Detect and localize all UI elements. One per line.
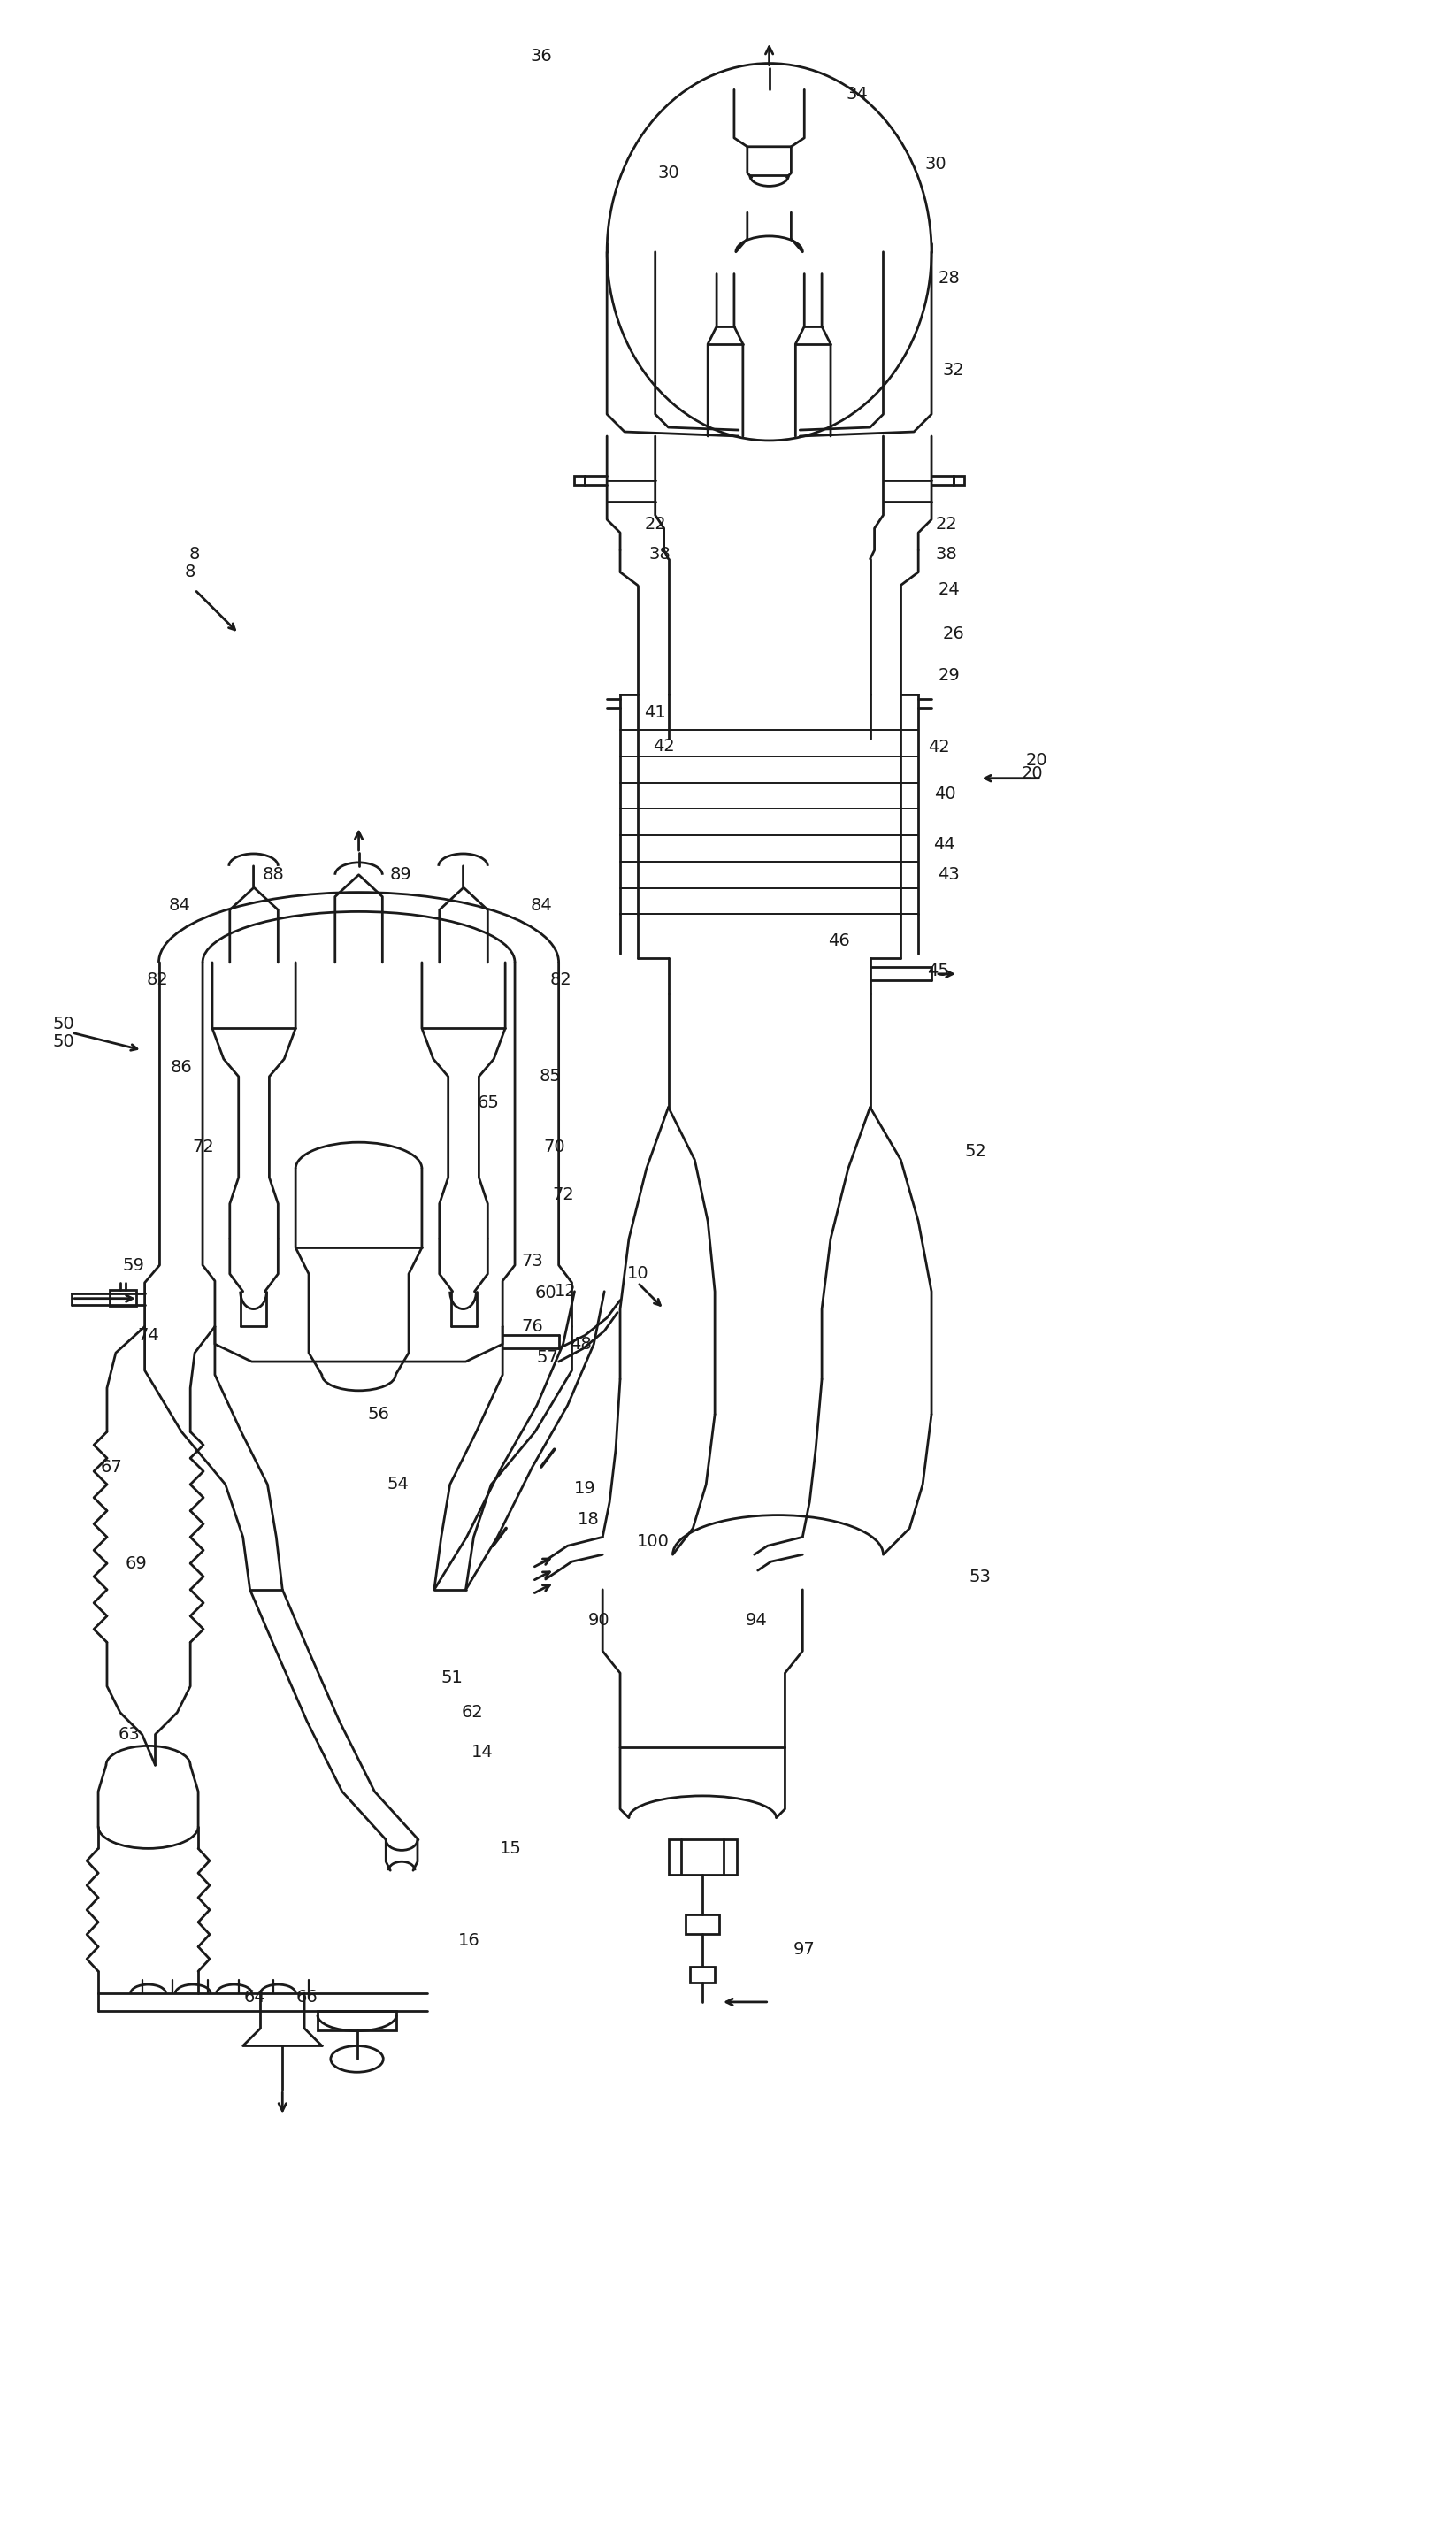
- Text: 12: 12: [555, 1284, 577, 1299]
- Text: 42: 42: [927, 739, 949, 757]
- Text: 67: 67: [100, 1458, 122, 1476]
- Text: 63: 63: [118, 1727, 140, 1742]
- Text: 74: 74: [137, 1327, 159, 1344]
- Bar: [668, 1841, 737, 1874]
- Text: 60: 60: [534, 1284, 556, 1301]
- Text: 50: 50: [52, 1015, 74, 1033]
- Text: 97: 97: [794, 1942, 815, 1957]
- Text: 56: 56: [368, 1405, 390, 1423]
- Bar: [690, 1967, 715, 1983]
- Text: 85: 85: [539, 1069, 561, 1084]
- Text: 82: 82: [549, 972, 571, 987]
- Text: 34: 34: [846, 86, 868, 101]
- Text: 73: 73: [521, 1253, 543, 1269]
- Text: 40: 40: [933, 785, 955, 803]
- Text: 15: 15: [499, 1841, 521, 1856]
- Text: 54: 54: [387, 1476, 409, 1494]
- Text: 89: 89: [390, 866, 412, 884]
- Text: 8: 8: [185, 565, 195, 580]
- Bar: [317, 2010, 396, 2031]
- Text: 28: 28: [938, 271, 960, 286]
- Text: 84: 84: [169, 896, 191, 914]
- Bar: [686, 1914, 719, 1934]
- Text: 59: 59: [122, 1256, 144, 1274]
- Text: 20: 20: [1022, 765, 1044, 782]
- Text: 86: 86: [170, 1058, 192, 1076]
- Text: 94: 94: [745, 1613, 767, 1628]
- Text: 72: 72: [192, 1139, 214, 1155]
- Text: 100: 100: [638, 1532, 670, 1550]
- Bar: [109, 1289, 135, 1307]
- Text: 88: 88: [262, 866, 284, 884]
- Text: 64: 64: [243, 1990, 265, 2005]
- Text: 90: 90: [588, 1613, 610, 1628]
- Text: 24: 24: [938, 582, 960, 598]
- Text: 72: 72: [552, 1188, 574, 1203]
- Text: 18: 18: [578, 1512, 600, 1527]
- Text: 30: 30: [658, 165, 680, 182]
- Text: 57: 57: [536, 1350, 558, 1365]
- Text: 22: 22: [935, 517, 958, 532]
- Text: 8: 8: [189, 547, 199, 562]
- Text: 32: 32: [942, 362, 964, 380]
- Text: 46: 46: [828, 932, 850, 950]
- Text: 50: 50: [52, 1033, 74, 1051]
- Text: 16: 16: [459, 1932, 480, 1950]
- Text: 82: 82: [147, 972, 169, 987]
- Text: 51: 51: [441, 1669, 463, 1686]
- Text: 70: 70: [543, 1139, 565, 1155]
- Text: 36: 36: [530, 48, 552, 66]
- Text: 52: 52: [964, 1142, 986, 1160]
- Text: 19: 19: [574, 1481, 596, 1496]
- Text: 38: 38: [935, 547, 958, 562]
- Text: 69: 69: [125, 1555, 147, 1572]
- Text: 20: 20: [1026, 752, 1048, 770]
- Bar: [954, 476, 964, 484]
- Text: 29: 29: [938, 668, 960, 684]
- Text: 26: 26: [942, 625, 964, 643]
- Text: 22: 22: [644, 517, 667, 532]
- Text: 45: 45: [927, 962, 949, 980]
- Text: 65: 65: [478, 1094, 499, 1112]
- Text: 43: 43: [938, 866, 960, 884]
- Text: 14: 14: [472, 1745, 494, 1760]
- Text: 44: 44: [933, 836, 955, 853]
- Text: 84: 84: [530, 896, 552, 914]
- Text: 53: 53: [968, 1567, 990, 1585]
- Text: 38: 38: [648, 547, 671, 562]
- Text: 48: 48: [569, 1337, 591, 1352]
- Text: 30: 30: [925, 157, 946, 172]
- Bar: [575, 476, 585, 484]
- Text: 76: 76: [521, 1319, 543, 1334]
- Text: 10: 10: [626, 1266, 648, 1281]
- Text: 42: 42: [654, 737, 676, 755]
- Text: 66: 66: [296, 1990, 317, 2005]
- Text: 62: 62: [462, 1704, 483, 1722]
- Text: 41: 41: [644, 704, 667, 722]
